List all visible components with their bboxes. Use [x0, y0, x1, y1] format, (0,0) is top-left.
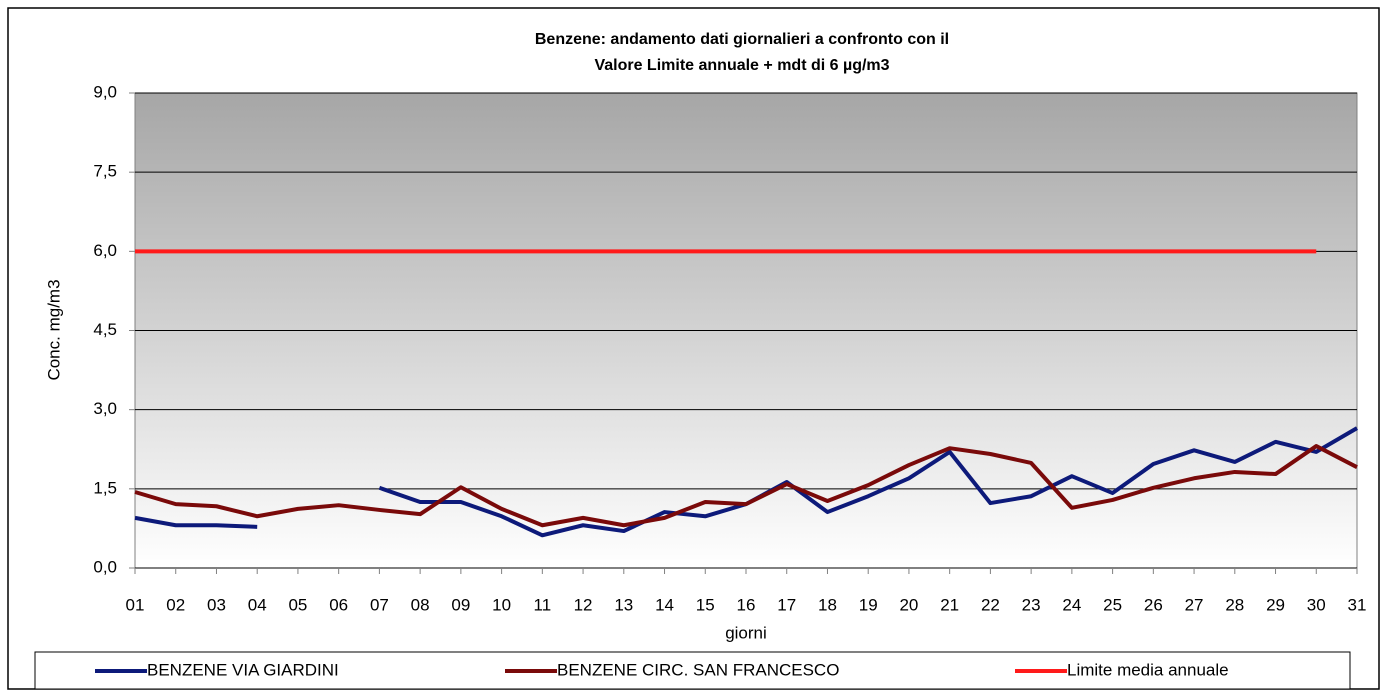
x-tick-label: 26 [1144, 595, 1163, 614]
x-tick-label: 28 [1225, 595, 1244, 614]
x-tick-label: 23 [1022, 595, 1041, 614]
legend-label: Limite media annuale [1067, 660, 1229, 679]
x-tick-label: 05 [288, 595, 307, 614]
x-axis-label: giorni [725, 623, 767, 642]
series-line [378, 426, 1359, 538]
x-tick-label: 15 [696, 595, 715, 614]
series-line [134, 515, 258, 529]
x-tick-label: 01 [126, 595, 145, 614]
x-tick-label: 06 [329, 595, 348, 614]
x-tick-label: 30 [1307, 595, 1326, 614]
y-tick-label: 0,0 [93, 557, 117, 576]
chart-title: Benzene: andamento dati giornalieri a co… [535, 31, 949, 48]
x-tick-label: 18 [818, 595, 837, 614]
x-tick-label: 25 [1103, 595, 1122, 614]
x-tick-label: 09 [451, 595, 470, 614]
y-tick-label: 4,5 [93, 320, 117, 339]
x-tick-label: 04 [248, 595, 267, 614]
x-tick-label: 24 [1062, 595, 1081, 614]
x-tick-label: 02 [166, 595, 185, 614]
y-tick-label: 9,0 [93, 82, 117, 101]
x-tick-label: 08 [411, 595, 430, 614]
y-tick-label: 3,0 [93, 399, 117, 418]
y-tick-label: 6,0 [93, 241, 117, 260]
x-tick-label: 10 [492, 595, 511, 614]
y-tick-label: 7,5 [93, 162, 117, 181]
x-tick-label: 11 [534, 595, 552, 614]
y-axis-label: Conc. mg/m3 [44, 279, 63, 380]
x-tick-label: 07 [370, 595, 389, 614]
x-tick-label: 31 [1348, 595, 1367, 614]
x-tick-label: 14 [655, 595, 674, 614]
legend [34, 651, 1351, 690]
x-tick-label: 22 [981, 595, 1000, 614]
x-tick-label: 21 [940, 595, 959, 614]
x-tick-label: 19 [859, 595, 878, 614]
x-tick-label: 29 [1266, 595, 1285, 614]
x-tick-label: 13 [614, 595, 633, 614]
x-tick-label: 12 [574, 595, 593, 614]
legend-label: BENZENE VIA GIARDINI [147, 660, 339, 679]
x-tick-label: 20 [899, 595, 918, 614]
chart-title: Valore Limite annuale + mdt di 6 µg/m3 [594, 57, 889, 74]
legend-label: BENZENE CIRC. SAN FRANCESCO [557, 660, 839, 679]
x-tick-label: 03 [207, 595, 226, 614]
x-tick-label: 16 [737, 595, 756, 614]
y-tick-label: 1,5 [93, 478, 117, 497]
x-tick-label: 17 [777, 595, 796, 614]
series-line [134, 444, 1358, 528]
x-tick-label: 27 [1185, 595, 1204, 614]
